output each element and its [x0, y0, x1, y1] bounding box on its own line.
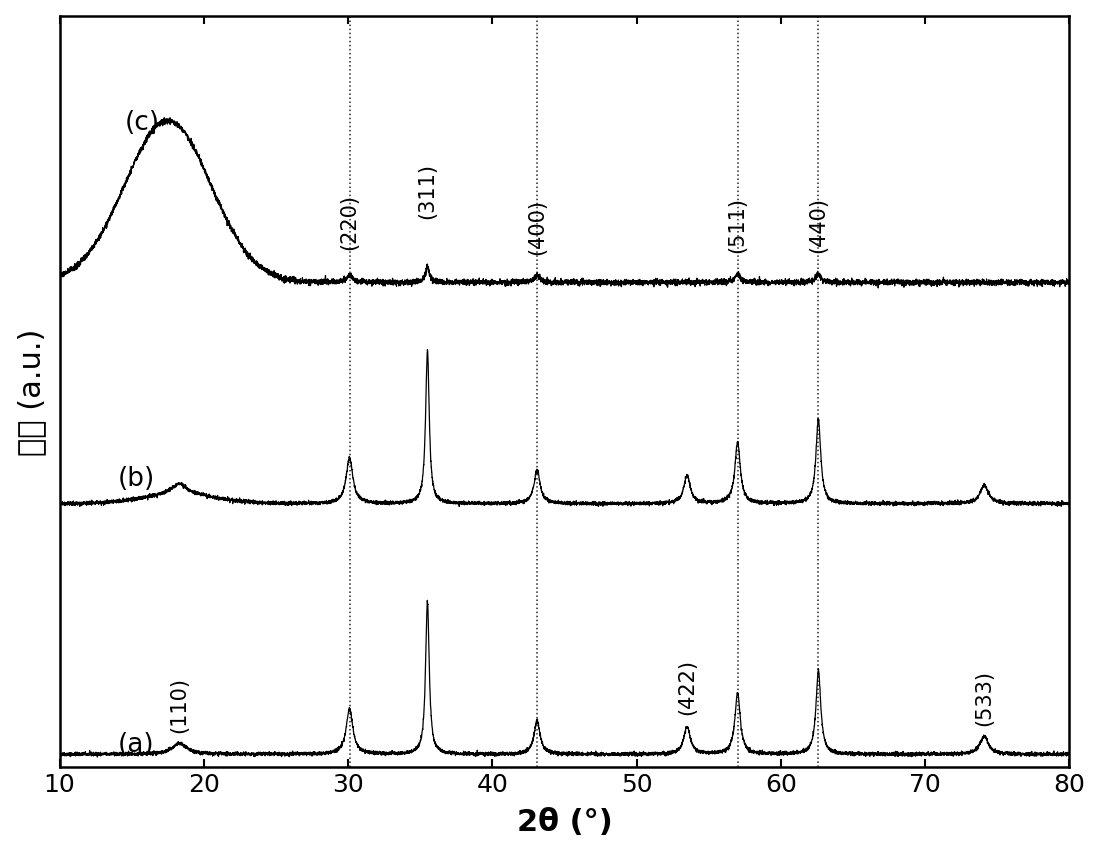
Text: (a): (a) — [117, 731, 154, 757]
Text: (311): (311) — [418, 163, 437, 219]
Text: (422): (422) — [677, 658, 698, 714]
Text: (533): (533) — [974, 669, 994, 725]
Text: (b): (b) — [117, 466, 154, 491]
Text: (c): (c) — [125, 110, 160, 136]
Text: (110): (110) — [170, 676, 190, 732]
Y-axis label: 强度 (a.u.): 强度 (a.u.) — [17, 328, 45, 456]
X-axis label: 2θ (°): 2θ (°) — [517, 808, 613, 836]
Text: (440): (440) — [809, 197, 829, 253]
Text: (400): (400) — [527, 199, 547, 255]
Text: (511): (511) — [727, 197, 747, 253]
Text: (220): (220) — [339, 194, 359, 250]
